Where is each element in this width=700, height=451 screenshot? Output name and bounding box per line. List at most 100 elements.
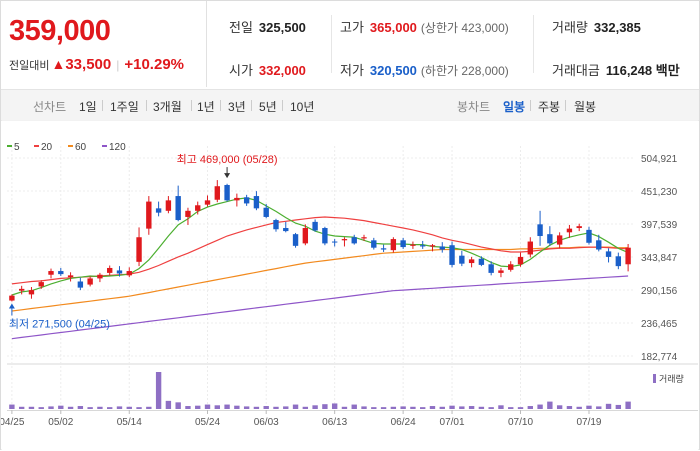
legend-label: 120 (109, 142, 126, 153)
tab-1d[interactable]: 1일 (79, 100, 97, 114)
candle-body (576, 226, 582, 229)
tab-1y[interactable]: 1년 (197, 100, 215, 114)
volume-bar (410, 406, 416, 409)
quote-header: 359,000 전일대비 ▲33,500 | +10.29% 전일 325,500 시가… (1, 1, 699, 87)
tab-1w[interactable]: 1주일 (110, 100, 139, 114)
divider: | (116, 58, 120, 72)
candle-body (116, 270, 123, 274)
legend-label: 20 (41, 142, 53, 153)
change-label: 전일대비 (9, 60, 50, 72)
candle-body (468, 259, 475, 264)
volume-bar (361, 406, 367, 409)
ma5-line (11, 197, 629, 296)
trade-value-label: 거래대금 (552, 63, 600, 78)
volume-bar (165, 400, 172, 409)
divider (191, 100, 192, 111)
open-price: 시가 332,000 (229, 60, 306, 79)
candle-body (77, 281, 84, 288)
volume-bar (9, 404, 15, 409)
y-tick-label: 343,847 (641, 253, 678, 264)
candle-body (126, 271, 132, 276)
candle-body (195, 205, 201, 211)
candle-body (302, 228, 309, 244)
candlestick-chart: 504,921 451,230 397,539 343,847 290,156 236,4… (1, 120, 699, 451)
candle-body (410, 244, 416, 246)
candle-body (292, 234, 299, 246)
volume-bar (185, 406, 191, 409)
volume-bar (468, 406, 475, 409)
x-tick-label: 06/13 (322, 417, 347, 428)
high-price: 고가 365,000 (상한가 423,000) (340, 17, 509, 36)
volume-legend-label: 거래량 (659, 373, 684, 384)
candle-body (87, 278, 93, 285)
candle-body (498, 270, 504, 273)
volume-bar (195, 405, 201, 409)
tab-weekly[interactable]: 주봉 (538, 100, 561, 114)
divider (565, 100, 566, 111)
candle-body (390, 239, 397, 251)
volume-bar (439, 406, 445, 409)
candle-body (253, 196, 260, 209)
chart-background (1, 120, 699, 451)
volume-bar (576, 406, 582, 409)
volume-bar (136, 407, 142, 409)
candle-body (439, 246, 445, 250)
volume-bar (18, 406, 25, 409)
volume-bar (253, 406, 260, 409)
trade-value-stat: 거래대금 116,248 백만 (552, 60, 680, 79)
candle-body (18, 288, 25, 291)
high-arrow-icon (224, 173, 231, 179)
tab-5y[interactable]: 5년 (259, 100, 277, 114)
candle-body (449, 245, 455, 265)
candle-body (97, 274, 103, 279)
divider (146, 100, 147, 111)
line-chart-label: 선차트 (33, 100, 67, 114)
x-tick-label: 05/02 (48, 417, 73, 428)
candle-body (537, 224, 543, 237)
candle-body (400, 240, 406, 248)
volume-bar (204, 404, 211, 409)
volume-bar (537, 404, 543, 409)
candle-body (331, 241, 338, 243)
candle-body (322, 228, 328, 244)
volume-bar (312, 405, 318, 409)
candle-body (420, 245, 426, 247)
x-tick-label: 07/10 (508, 417, 533, 428)
volume-bar (28, 406, 35, 409)
candle-body (185, 210, 191, 217)
candle-body (341, 239, 348, 241)
volume-bar (234, 405, 240, 409)
tab-daily[interactable]: 일봉 (503, 100, 526, 114)
tab-3m[interactable]: 3개월 (153, 100, 182, 114)
up-arrow-icon: ▲ (51, 56, 66, 72)
tab-10y[interactable]: 10년 (290, 100, 315, 114)
candle-body (459, 255, 465, 264)
high-annotation: 최고 469,000 (05/28) (177, 153, 278, 166)
candle-body (586, 229, 592, 243)
volume-bar (615, 404, 622, 409)
volume-bar (263, 406, 269, 409)
volume-bar (459, 406, 465, 409)
candle-body (371, 240, 377, 248)
y-tick-label: 397,539 (641, 220, 678, 231)
volume-bar (243, 406, 250, 409)
price-summary: 359,000 전일대비 ▲33,500 | +10.29% (1, 1, 207, 87)
candle-body (146, 201, 152, 229)
change-amount: 33,500 (65, 56, 112, 73)
candle-body (615, 256, 622, 267)
volume-bar (390, 406, 397, 409)
volume-bar (566, 406, 573, 409)
open-label: 시가 (229, 63, 253, 78)
candle-body (596, 240, 602, 250)
candle-body (155, 208, 162, 213)
volume-bar (48, 406, 54, 409)
current-price: 359,000 (9, 15, 111, 47)
volume-bar (586, 405, 592, 409)
candle-body (625, 247, 631, 265)
tab-monthly[interactable]: 월봉 (574, 100, 597, 114)
tab-3y[interactable]: 3년 (228, 100, 246, 114)
divider (530, 100, 531, 111)
candle-body (234, 197, 240, 201)
volume-bar (322, 404, 328, 409)
y-tick-label: 290,156 (641, 286, 678, 297)
